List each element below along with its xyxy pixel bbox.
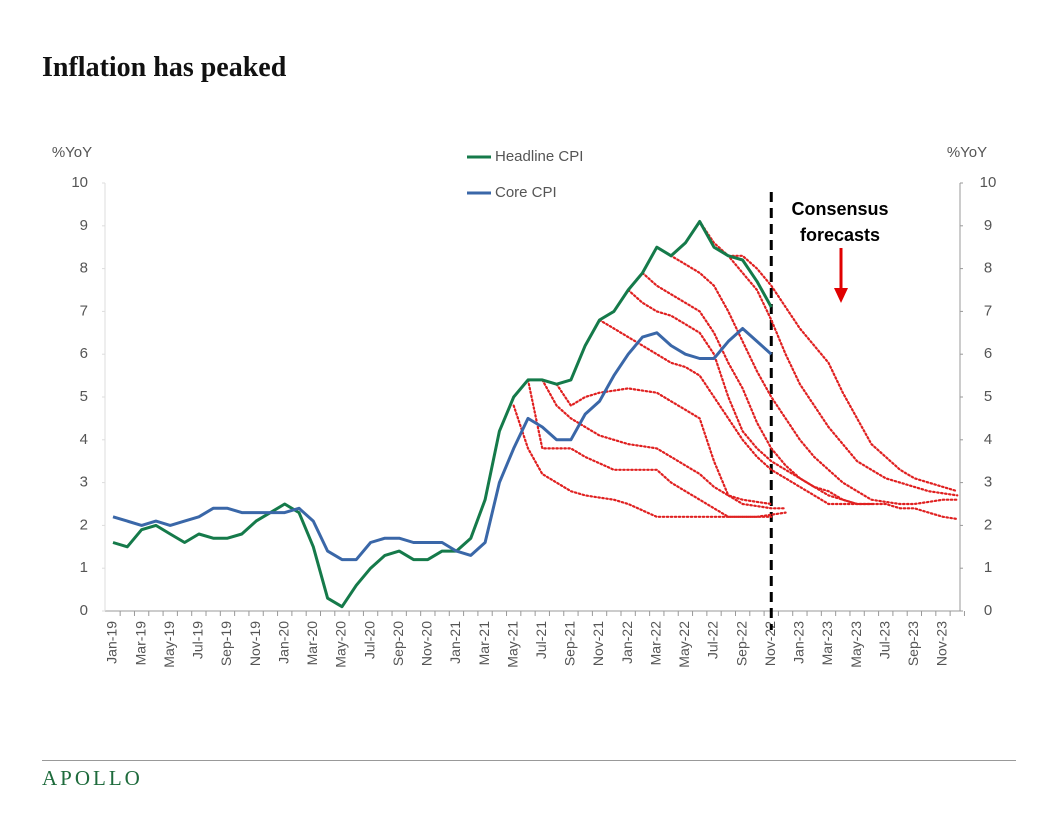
y2-tick-label: 9: [984, 217, 992, 234]
chart-title: Inflation has peaked: [42, 52, 287, 83]
y2-tick-label: 2: [984, 516, 992, 533]
x-tick-label: Jul-20: [361, 621, 377, 659]
x-tick-label: Mar-22: [647, 621, 663, 666]
x-tick-label: Sep-21: [562, 621, 578, 666]
y2-axis-label: %YoY: [947, 144, 987, 161]
forecast-line: [512, 404, 773, 518]
y2-tick-label: 4: [984, 431, 992, 448]
footer-logo: APOLLO: [42, 766, 143, 790]
y2-tick-label: 0: [984, 602, 992, 619]
forecast-line: [598, 318, 859, 506]
y-tick-label: 3: [80, 474, 88, 491]
x-tick-label: Jan-20: [275, 621, 291, 664]
y-tick-label: 0: [80, 602, 88, 619]
x-tick-label: Jan-19: [104, 621, 120, 664]
series-line: [112, 220, 773, 609]
x-tick-label: Jul-22: [705, 621, 721, 659]
x-tick-label: May-23: [848, 621, 864, 668]
y2-tick-label: 10: [980, 174, 997, 191]
x-tick-label: May-20: [333, 621, 349, 668]
y2-tick-label: 6: [984, 345, 992, 362]
x-tick-label: Mar-20: [304, 621, 320, 666]
x-tick-label: Nov-19: [247, 621, 263, 666]
y-tick-label: 7: [80, 302, 88, 319]
forecast-line: [698, 220, 959, 497]
legend-label: Headline CPI: [495, 148, 583, 165]
x-tick-label: Sep-19: [218, 621, 234, 666]
footer-rule: [42, 760, 1016, 761]
x-tick-label: Mar-23: [819, 621, 835, 666]
x-tick-label: Jul-21: [533, 621, 549, 659]
annotation: Consensus forecasts: [791, 199, 889, 245]
x-tick-label: Nov-20: [419, 621, 435, 666]
forecast-line: [541, 378, 773, 506]
y2-tick-label: 3: [984, 474, 992, 491]
x-tick-label: Nov-21: [590, 621, 606, 666]
x-tick-label: Sep-20: [390, 621, 406, 666]
forecast-line: [655, 246, 959, 506]
x-tick-label: Jul-23: [876, 621, 892, 659]
y-tick-label: 5: [80, 388, 88, 405]
y2-tick-label: 7: [984, 302, 992, 319]
y-tick-label: 4: [80, 431, 88, 448]
x-tick-label: Mar-21: [476, 621, 492, 666]
annotation-arrowhead: [834, 288, 848, 303]
y2-tick-label: 8: [984, 260, 992, 277]
forecast-line: [555, 383, 787, 510]
y-tick-label: 9: [80, 217, 88, 234]
y-axis-label: %YoY: [52, 144, 92, 161]
x-tick-label: May-19: [161, 621, 177, 668]
forecast-line: [627, 288, 873, 506]
x-tick-label: May-22: [676, 621, 692, 668]
x-tick-label: Nov-22: [762, 621, 778, 666]
y-tick-label: 2: [80, 516, 88, 533]
x-tick-label: Mar-19: [132, 621, 148, 666]
y2-tick-label: 1: [984, 559, 992, 576]
series-line: [112, 327, 773, 562]
x-tick-label: Jul-19: [190, 621, 206, 659]
forecast-line: [727, 254, 959, 493]
x-tick-label: Jan-23: [791, 621, 807, 664]
x-tick-label: May-21: [504, 621, 520, 668]
y-tick-label: 8: [80, 260, 88, 277]
y-tick-label: 1: [80, 559, 88, 576]
x-tick-label: Sep-23: [905, 621, 921, 666]
y2-tick-label: 5: [984, 388, 992, 405]
x-tick-label: Sep-22: [733, 621, 749, 666]
x-tick-label: Nov-23: [934, 621, 950, 666]
forecast-line: [641, 271, 959, 521]
y-tick-label: 6: [80, 345, 88, 362]
legend-label: Core CPI: [495, 184, 557, 201]
forecast-line: [526, 378, 787, 518]
x-tick-label: Jan-22: [619, 621, 635, 664]
x-tick-label: Jan-21: [447, 621, 463, 664]
y-tick-label: 10: [71, 174, 88, 191]
